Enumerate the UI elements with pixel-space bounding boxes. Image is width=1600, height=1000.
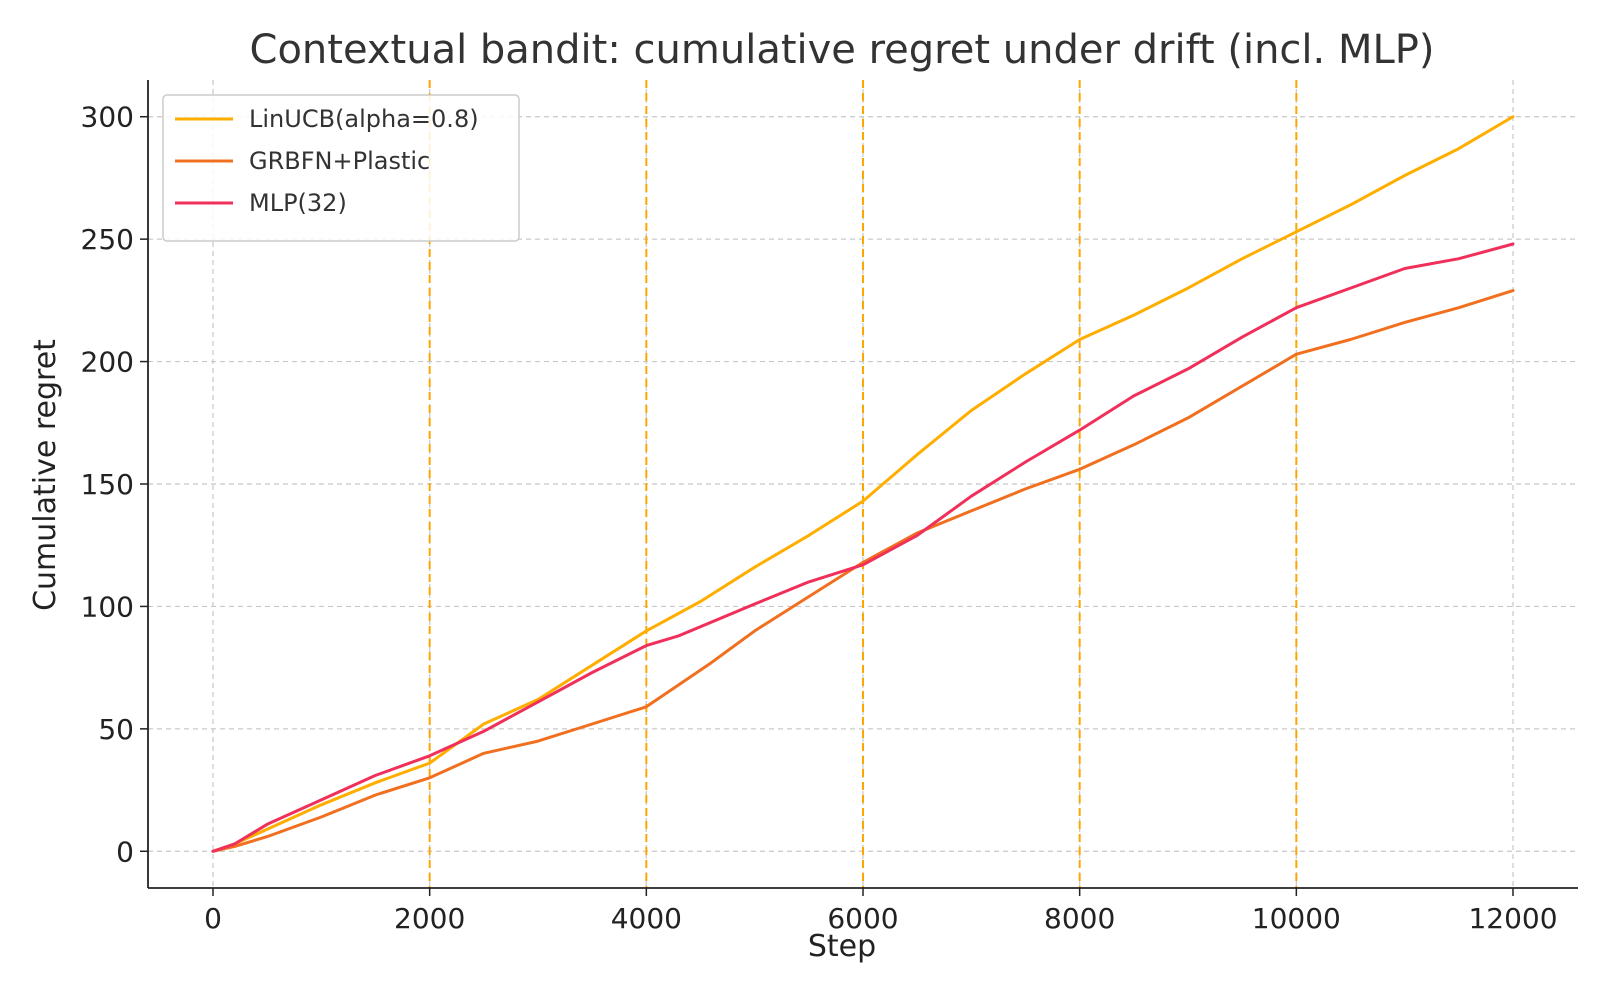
y-tick-label: 100 xyxy=(81,590,134,623)
series-line-3 xyxy=(211,242,1515,853)
legend-label: GRBFN+Plastic xyxy=(249,147,430,175)
x-tick-label: 8000 xyxy=(1044,902,1115,935)
x-tick-label: 12000 xyxy=(1468,902,1557,935)
axes: 0 2000 4000 6000 8000 10000 12000 0 50 100 150 200 2… xyxy=(81,80,1578,935)
series-line-1 xyxy=(211,115,1515,853)
chart-title: Contextual bandit: cumulative regret und… xyxy=(250,27,1435,73)
y-tick-label: 50 xyxy=(98,713,134,746)
series-line-2 xyxy=(211,289,1515,853)
y-tick-label: 200 xyxy=(81,346,134,379)
x-tick-label: 10000 xyxy=(1252,902,1341,935)
y-tick-label: 300 xyxy=(81,101,134,134)
legend: LinUCB(alpha=0.8) GRBFN+Plastic MLP(32) xyxy=(162,94,520,242)
y-tick-label: 0 xyxy=(116,835,134,868)
x-tick-label: 6000 xyxy=(827,902,898,935)
x-tick-label: 0 xyxy=(204,902,222,935)
y-axis-label: Cumulative regret xyxy=(28,339,63,611)
legend-label: LinUCB(alpha=0.8) xyxy=(249,105,479,133)
x-tick-label: 4000 xyxy=(611,902,682,935)
y-tick-label: 250 xyxy=(81,223,134,256)
series-lines xyxy=(211,115,1515,853)
legend-label: MLP(32) xyxy=(249,189,347,217)
legend-box xyxy=(162,94,520,242)
y-tick-label: 150 xyxy=(81,468,134,501)
x-tick-label: 2000 xyxy=(394,902,465,935)
x-axis-label: Step xyxy=(808,929,876,964)
